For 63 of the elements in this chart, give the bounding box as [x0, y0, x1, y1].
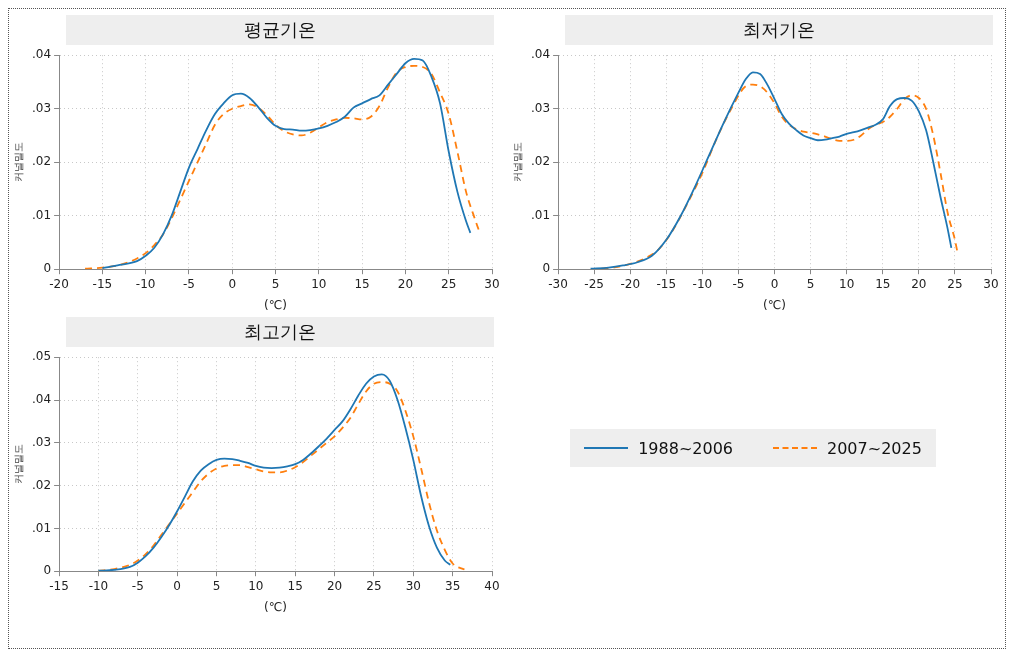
y-tick-label: .01 [530, 207, 551, 222]
x-tick-label: 10 [839, 276, 855, 291]
x-tick-label: -5 [182, 276, 195, 291]
x-tick-label: 15 [287, 578, 303, 593]
y-tick-label: 0 [43, 261, 52, 276]
legend-label: 1988~2006 [638, 438, 733, 458]
y-tick-label: .02 [530, 154, 551, 169]
x-tick-label: 20 [326, 578, 343, 593]
x-tick-label: 0 [228, 276, 237, 291]
x-tick-label: 15 [354, 276, 370, 291]
x-tick-label: 5 [212, 578, 221, 593]
x-tick-label: -10 [692, 276, 713, 291]
chart-title: 최고기온 [66, 317, 494, 347]
x-tick-label: 15 [875, 276, 891, 291]
y-tick-label: .03 [31, 434, 52, 449]
x-tick-label: -15 [656, 276, 677, 291]
y-tick-label: .04 [530, 47, 551, 62]
x-tick-label: -20 [49, 276, 69, 291]
y-tick-label: .03 [530, 100, 551, 115]
y-tick-label: 0 [43, 563, 52, 578]
y-axis-title: 커널밀도 [511, 142, 523, 183]
y-tick-label: .01 [31, 207, 52, 222]
x-tick-label: -25 [584, 276, 604, 291]
x-tick-label: 20 [911, 276, 927, 291]
x-tick-label: 30 [405, 578, 421, 593]
y-tick-label: 0 [542, 261, 551, 276]
legend-label: 2007~2025 [827, 438, 922, 458]
x-tick-label: 10 [311, 276, 327, 291]
chart-title: 최저기온 [565, 15, 993, 45]
x-tick-label: 35 [445, 578, 461, 593]
x-axis-title: (℃) [264, 297, 287, 312]
x-tick-label: 30 [484, 276, 500, 291]
x-tick-label: -5 [131, 578, 144, 593]
x-tick-label: 5 [806, 276, 815, 291]
x-axis-title: (℃) [763, 297, 786, 312]
x-tick-label: -15 [49, 578, 69, 593]
y-axis-title: 커널밀도 [12, 444, 24, 485]
x-tick-label: 25 [366, 578, 382, 593]
x-tick-label: 25 [441, 276, 457, 291]
x-tick-label: 0 [173, 578, 181, 593]
y-tick-label: .02 [31, 154, 52, 169]
x-tick-label: -15 [92, 276, 113, 291]
y-tick-label: .04 [31, 392, 52, 407]
y-tick-label: .01 [31, 520, 52, 535]
x-tick-label: -30 [548, 276, 568, 291]
x-tick-label: -10 [88, 578, 109, 593]
x-tick-label: 25 [947, 276, 963, 291]
x-tick-label: 30 [983, 276, 999, 291]
x-tick-label: 20 [397, 276, 414, 291]
y-axis-title: 커널밀도 [12, 142, 24, 183]
x-tick-label: -10 [135, 276, 156, 291]
x-tick-label: -20 [620, 276, 641, 291]
y-tick-label: .04 [31, 47, 52, 62]
x-tick-label: 40 [484, 578, 500, 593]
x-tick-label: 10 [248, 578, 264, 593]
x-tick-label: -5 [732, 276, 745, 291]
y-tick-label: .05 [31, 349, 52, 364]
y-tick-label: .03 [31, 100, 52, 115]
x-axis-title: (℃) [264, 599, 287, 614]
y-tick-label: .02 [31, 477, 52, 492]
x-tick-label: 0 [770, 276, 779, 291]
chart-title: 평균기온 [66, 15, 494, 45]
x-tick-label: 5 [271, 276, 280, 291]
